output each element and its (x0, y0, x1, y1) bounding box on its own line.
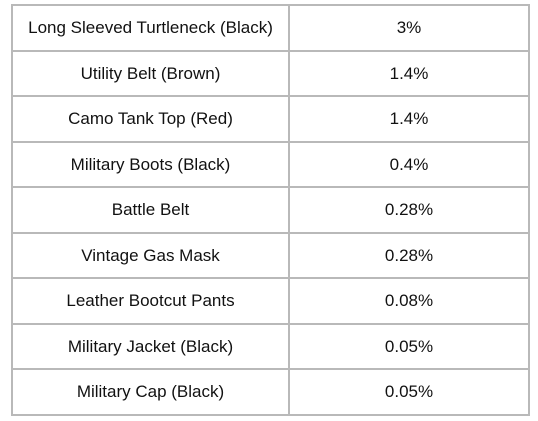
drop-rate-cell: 0.05% (288, 322, 530, 370)
table-row: Military Boots (Black) 0.4% (11, 140, 530, 188)
drop-rate-cell: 0.05% (288, 368, 530, 416)
drop-rate-cell: 1.4% (288, 95, 530, 143)
item-name-cell: Battle Belt (11, 186, 290, 234)
table-row: Battle Belt 0.28% (11, 186, 530, 234)
drop-rate-table: Long Sleeved Turtleneck (Black) 3% Utili… (11, 4, 530, 416)
table-row: Long Sleeved Turtleneck (Black) 3% (11, 4, 530, 52)
item-name-cell: Military Jacket (Black) (11, 322, 290, 370)
item-name-cell: Vintage Gas Mask (11, 231, 290, 279)
table-row: Leather Bootcut Pants 0.08% (11, 277, 530, 325)
drop-rate-cell: 0.08% (288, 277, 530, 325)
item-name-cell: Long Sleeved Turtleneck (Black) (11, 4, 290, 52)
table-row: Vintage Gas Mask 0.28% (11, 231, 530, 279)
drop-rate-cell: 0.28% (288, 231, 530, 279)
item-name-cell: Leather Bootcut Pants (11, 277, 290, 325)
item-name-cell: Military Cap (Black) (11, 368, 290, 416)
item-name-cell: Utility Belt (Brown) (11, 49, 290, 97)
table-row: Military Cap (Black) 0.05% (11, 368, 530, 416)
drop-rate-cell: 3% (288, 4, 530, 52)
drop-rate-cell: 0.4% (288, 140, 530, 188)
item-name-cell: Camo Tank Top (Red) (11, 95, 290, 143)
drop-rate-table-container: Long Sleeved Turtleneck (Black) 3% Utili… (11, 4, 530, 416)
table-row: Military Jacket (Black) 0.05% (11, 322, 530, 370)
drop-rate-cell: 0.28% (288, 186, 530, 234)
table-row: Camo Tank Top (Red) 1.4% (11, 95, 530, 143)
drop-rate-cell: 1.4% (288, 49, 530, 97)
table-row: Utility Belt (Brown) 1.4% (11, 49, 530, 97)
item-name-cell: Military Boots (Black) (11, 140, 290, 188)
